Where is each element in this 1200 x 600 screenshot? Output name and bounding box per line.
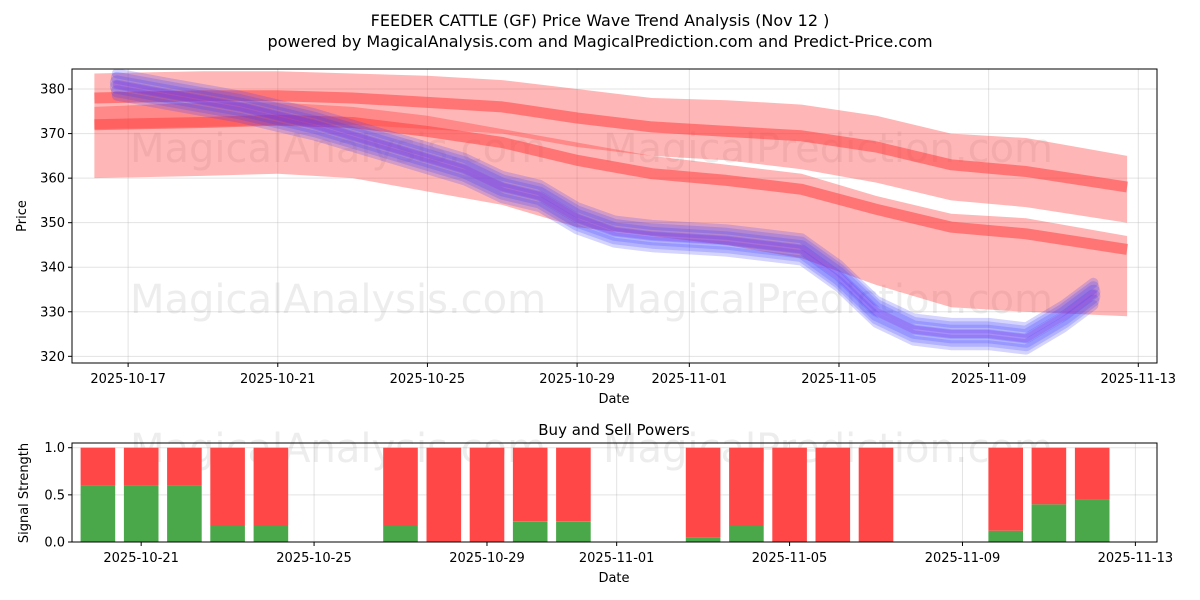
price-wave-strand — [110, 71, 1100, 338]
price-xtick-label: 2025-11-01 — [652, 372, 728, 387]
powers-xtick-label: 2025-11-01 — [579, 551, 655, 566]
buy-power-bar — [685, 537, 721, 542]
price-plot-frame — [71, 68, 1158, 364]
sell-power-bar — [253, 447, 289, 526]
powers-xtick-label: 2025-11-13 — [1098, 551, 1174, 566]
price-x-label: Date — [598, 392, 629, 407]
powers-x-label: Date — [598, 571, 629, 586]
prediction-band-1 — [94, 71, 1128, 223]
powers-plot-frame — [71, 442, 1158, 543]
buy-power-bar — [556, 521, 591, 542]
powers-xtick-label: 2025-10-21 — [103, 551, 179, 566]
price-ytick-label: 350 — [40, 216, 65, 231]
prediction-center-line-2 — [94, 114, 1128, 255]
sell-power-bar — [1074, 447, 1110, 500]
powers-y-label: Signal Strength — [17, 443, 32, 543]
buy-power-bar — [80, 485, 116, 542]
watermark-prediction-mid: MagicalPrediction.com — [603, 277, 1053, 323]
sell-power-bar — [685, 447, 721, 538]
chart-title: FEEDER CATTLE (GF) Price Wave Trend Anal… — [371, 11, 830, 30]
price-wave-strand — [110, 85, 1100, 352]
price-xtick-label: 2025-10-25 — [390, 372, 466, 387]
sell-power-bar — [988, 447, 1023, 531]
chart-subtitle: powered by MagicalAnalysis.com and Magic… — [267, 32, 932, 51]
powers-title: Buy and Sell Powers — [538, 421, 690, 439]
sell-power-bar — [167, 447, 202, 486]
buy-power-bar — [123, 485, 159, 542]
price-ytick-label: 380 — [40, 83, 65, 98]
sell-power-bar — [123, 447, 159, 486]
sell-power-bar — [426, 447, 462, 542]
sell-power-bar — [512, 447, 548, 522]
price-wave-core — [112, 80, 1098, 343]
price-ytick-label: 370 — [40, 127, 65, 142]
price-xtick-label: 2025-11-13 — [1101, 372, 1177, 387]
buy-power-bar — [988, 530, 1023, 542]
buy-power-bar — [1031, 504, 1067, 542]
sell-power-bar — [1031, 447, 1067, 505]
sell-power-bar — [772, 447, 807, 542]
price-ytick-label: 360 — [40, 172, 65, 187]
powers-ytick-label: 0.0 — [44, 536, 65, 551]
sell-power-bar — [469, 447, 505, 542]
price-xtick-label: 2025-11-09 — [951, 372, 1027, 387]
buy-power-bar — [1074, 499, 1110, 542]
sell-power-bar — [858, 447, 894, 542]
buy-power-bar — [210, 526, 245, 542]
price-series — [94, 68, 1128, 355]
buy-power-bar — [253, 526, 289, 542]
price-ytick-label: 340 — [40, 261, 65, 276]
buy-power-bar — [729, 526, 764, 542]
sell-power-bar — [80, 447, 116, 486]
sell-power-bar — [556, 447, 591, 522]
powers-axes: 0.0 0.5 1.0 2025-10-21 2025-10-25 2025-10-29 2… — [44, 441, 1173, 566]
sell-power-bar — [210, 447, 245, 526]
price-wave-strand — [111, 90, 1099, 355]
prediction-center-line-1 — [94, 90, 1128, 193]
price-wave-strand — [109, 75, 1101, 344]
powers-ytick-label: 1.0 — [44, 441, 65, 456]
powers-bars — [80, 447, 1110, 542]
powers-xtick-label: 2025-11-05 — [752, 551, 828, 566]
powers-xtick-label: 2025-10-25 — [276, 551, 352, 566]
price-y-label: Price — [15, 200, 30, 232]
sell-power-bar — [729, 447, 764, 526]
buy-power-bar — [383, 526, 418, 542]
price-ytick-label: 320 — [40, 350, 65, 365]
powers-xtick-label: 2025-11-09 — [925, 551, 1001, 566]
price-wave-strand — [111, 68, 1099, 333]
price-xtick-label: 2025-10-21 — [240, 372, 316, 387]
price-xtick-label: 2025-10-29 — [539, 372, 615, 387]
powers-xtick-label: 2025-10-29 — [449, 551, 525, 566]
buy-power-bar — [512, 521, 548, 542]
prediction-band-2 — [94, 102, 1128, 317]
price-wave-strand — [109, 79, 1101, 348]
powers-ytick-label: 0.5 — [44, 488, 65, 503]
watermark-analysis-mid: MagicalAnalysis.com — [130, 277, 546, 323]
buy-power-bar — [167, 485, 202, 542]
sell-power-bar — [815, 447, 851, 542]
price-ytick-label: 330 — [40, 305, 65, 320]
price-xtick-label: 2025-11-05 — [801, 372, 877, 387]
sell-power-bar — [383, 447, 418, 526]
price-axes: 320 330 340 350 360 370 380 2025-10-17 2025-10-2… — [40, 83, 1176, 387]
price-xtick-label: 2025-10-17 — [90, 372, 166, 387]
